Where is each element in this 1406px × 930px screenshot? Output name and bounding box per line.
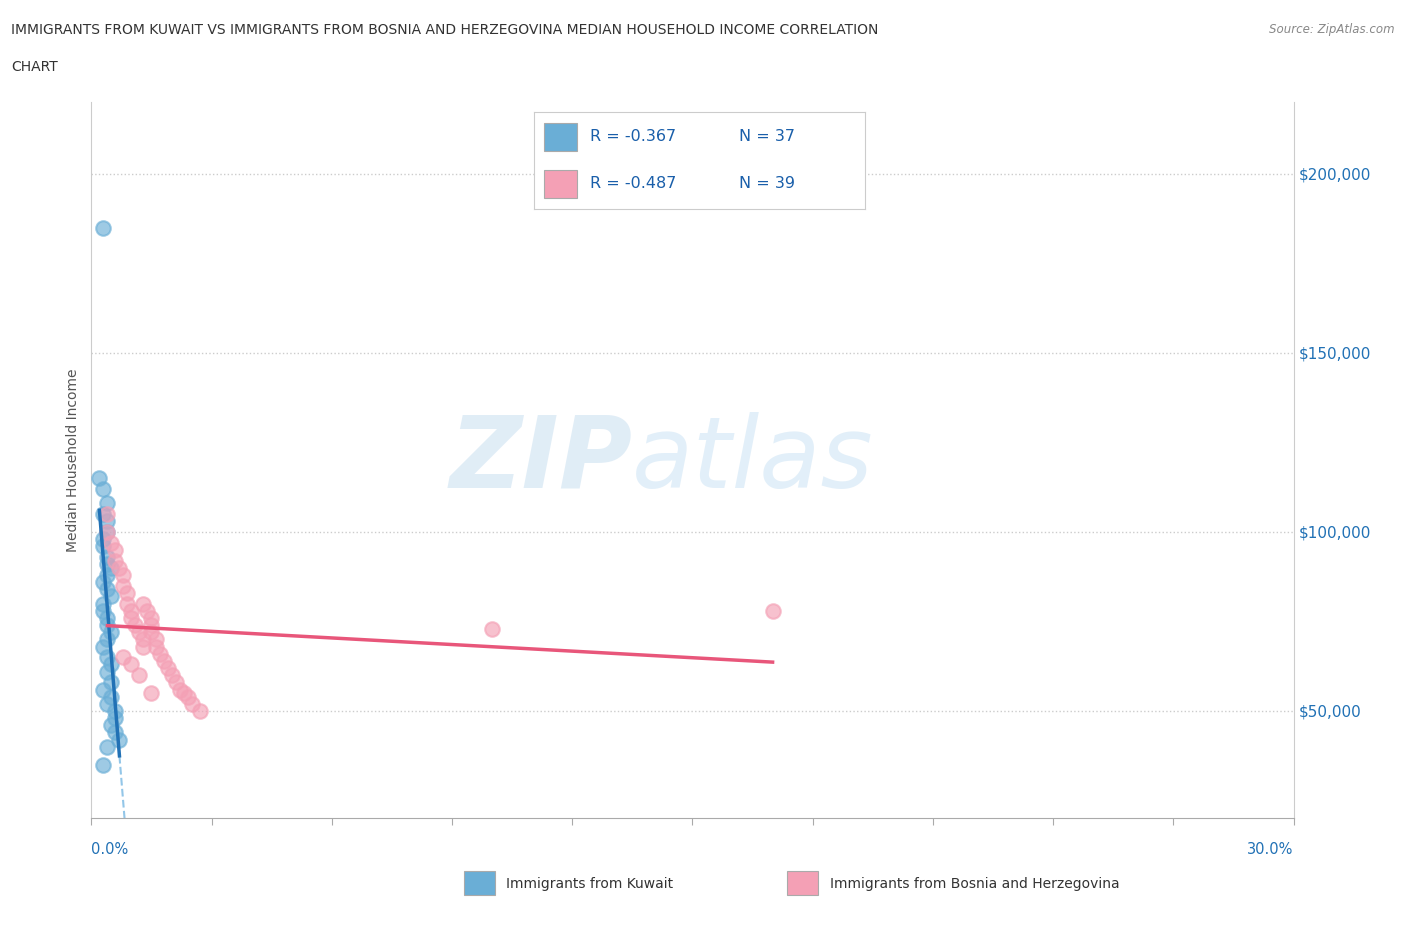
Point bbox=[96, 739, 118, 754]
Point bbox=[100, 589, 122, 604]
Point bbox=[96, 550, 118, 565]
Text: 30.0%: 30.0% bbox=[1247, 842, 1294, 857]
Point bbox=[148, 646, 170, 661]
Point bbox=[93, 596, 115, 611]
Text: CHART: CHART bbox=[11, 60, 58, 74]
Point bbox=[100, 675, 122, 690]
Point bbox=[100, 625, 122, 640]
Point bbox=[121, 657, 143, 671]
Point bbox=[93, 482, 115, 497]
Point bbox=[762, 604, 785, 618]
Point bbox=[93, 538, 115, 553]
Text: R = -0.367: R = -0.367 bbox=[591, 129, 676, 144]
Point bbox=[117, 596, 139, 611]
Point bbox=[132, 632, 155, 647]
Point bbox=[96, 525, 118, 539]
Point bbox=[176, 689, 198, 704]
Point bbox=[96, 632, 118, 647]
Point bbox=[96, 650, 118, 665]
Point bbox=[96, 697, 118, 711]
Point bbox=[96, 582, 118, 597]
Point bbox=[93, 604, 115, 618]
Point bbox=[117, 585, 139, 600]
Point bbox=[108, 560, 131, 575]
Point bbox=[160, 668, 183, 683]
Point bbox=[100, 560, 122, 575]
Point bbox=[136, 604, 159, 618]
Text: N = 39: N = 39 bbox=[740, 177, 796, 192]
Point bbox=[96, 507, 118, 522]
Point bbox=[145, 632, 167, 647]
Point bbox=[132, 596, 155, 611]
Point bbox=[124, 618, 146, 632]
Point bbox=[128, 625, 150, 640]
Point bbox=[112, 578, 135, 593]
Point bbox=[100, 689, 122, 704]
Point bbox=[93, 532, 115, 547]
Bar bbox=[544, 170, 578, 197]
Point bbox=[96, 664, 118, 679]
Point bbox=[89, 471, 111, 485]
Point bbox=[96, 513, 118, 528]
Text: 0.0%: 0.0% bbox=[91, 842, 128, 857]
Point bbox=[93, 757, 115, 772]
Point bbox=[152, 654, 174, 669]
Text: Source: ZipAtlas.com: Source: ZipAtlas.com bbox=[1270, 23, 1395, 36]
Point bbox=[112, 567, 135, 582]
Point bbox=[141, 618, 163, 632]
Point bbox=[104, 725, 127, 740]
Point bbox=[121, 610, 143, 625]
Point bbox=[128, 668, 150, 683]
Point bbox=[132, 639, 155, 654]
Point bbox=[104, 703, 127, 718]
Text: R = -0.487: R = -0.487 bbox=[591, 177, 676, 192]
Point bbox=[481, 621, 503, 636]
Point bbox=[100, 718, 122, 733]
Point bbox=[180, 697, 202, 711]
Point bbox=[100, 536, 122, 551]
Point bbox=[93, 639, 115, 654]
Point bbox=[93, 682, 115, 697]
Point bbox=[93, 507, 115, 522]
Text: ZIP: ZIP bbox=[450, 412, 633, 509]
Point bbox=[141, 685, 163, 700]
Point bbox=[96, 557, 118, 572]
Point bbox=[104, 542, 127, 557]
Text: IMMIGRANTS FROM KUWAIT VS IMMIGRANTS FROM BOSNIA AND HERZEGOVINA MEDIAN HOUSEHOL: IMMIGRANTS FROM KUWAIT VS IMMIGRANTS FRO… bbox=[11, 23, 879, 37]
Point bbox=[100, 657, 122, 671]
Point bbox=[165, 675, 187, 690]
Point bbox=[96, 525, 118, 539]
Point bbox=[93, 575, 115, 590]
Point bbox=[156, 660, 179, 675]
Point bbox=[93, 220, 115, 235]
Point bbox=[104, 553, 127, 568]
Point bbox=[96, 567, 118, 582]
Point bbox=[173, 685, 195, 700]
Text: Immigrants from Kuwait: Immigrants from Kuwait bbox=[506, 876, 673, 891]
Point bbox=[169, 682, 191, 697]
Point bbox=[141, 625, 163, 640]
Point bbox=[188, 703, 211, 718]
Text: atlas: atlas bbox=[633, 412, 875, 509]
Point bbox=[112, 650, 135, 665]
Text: N = 37: N = 37 bbox=[740, 129, 796, 144]
Point bbox=[96, 496, 118, 511]
Point bbox=[108, 732, 131, 747]
Point bbox=[96, 610, 118, 625]
Point bbox=[104, 711, 127, 725]
Text: Immigrants from Bosnia and Herzegovina: Immigrants from Bosnia and Herzegovina bbox=[830, 876, 1119, 891]
Y-axis label: Median Household Income: Median Household Income bbox=[66, 368, 80, 552]
Point bbox=[145, 639, 167, 654]
Bar bbox=[544, 124, 578, 151]
Point bbox=[121, 604, 143, 618]
Point bbox=[141, 610, 163, 625]
Point bbox=[96, 618, 118, 632]
